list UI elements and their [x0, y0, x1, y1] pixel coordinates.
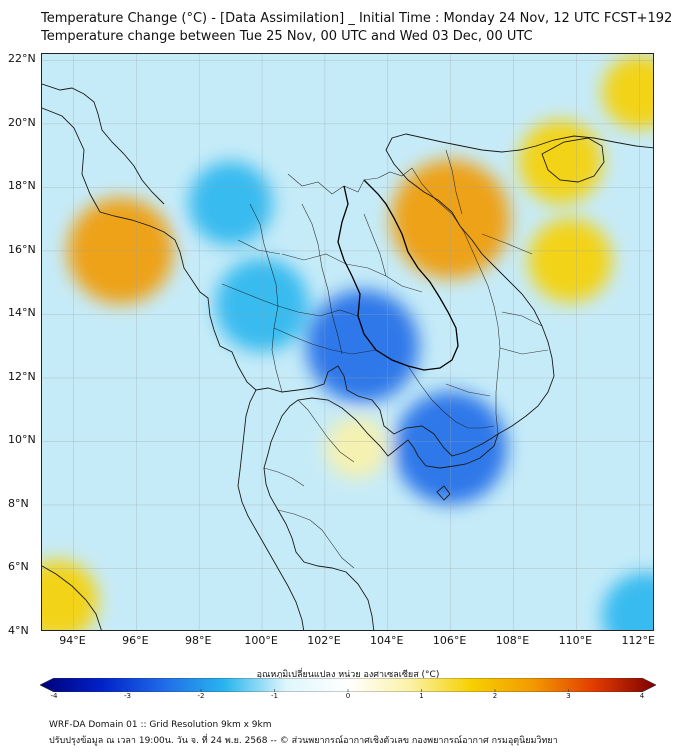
- warm-anomaly-2: [518, 119, 603, 204]
- longitude-label: 100°E: [244, 634, 278, 647]
- colorbar-tick-label: 3: [566, 692, 571, 700]
- longitude-label: 106°E: [432, 634, 467, 647]
- bay-of-bengal-coastline: [42, 83, 165, 205]
- colorbar-tick-label: 4: [639, 692, 645, 700]
- latitude-label: 16°N: [8, 242, 36, 256]
- temperature-change-map: [41, 53, 654, 631]
- warm-anomaly-3: [528, 218, 613, 303]
- warm-anomaly-4: [42, 559, 99, 630]
- island-coastline: [436, 485, 451, 501]
- map-subtitle: Temperature change between Tue 25 Nov, 0…: [41, 29, 533, 44]
- colorbar-title: อุณหภูมิเปลี่ยนแปลง หน่วย องศาเซลเซียส (…: [256, 670, 440, 680]
- longitude-label: 110°E: [558, 634, 593, 647]
- warm-anomaly-6: [325, 417, 388, 479]
- latitude-label: 8°N: [8, 496, 29, 510]
- vietnam-coastline: [385, 133, 653, 435]
- thailand-border-emphasis: [337, 179, 459, 371]
- hainan-coastline: [541, 137, 605, 183]
- colorbar-tick-label: -3: [124, 692, 131, 700]
- colorbar-tick-label: 1: [419, 692, 424, 700]
- colorbar-tick-label: 2: [492, 692, 498, 700]
- longitude-label: 96°E: [122, 634, 149, 647]
- colorbar-gradient: [40, 678, 656, 692]
- longitude-label: 102°E: [307, 634, 341, 647]
- credit-line: ปรับปรุงข้อมูล ณ เวลา 19:00น. วัน จ. ที่…: [49, 736, 558, 746]
- colorbar-tick-label: -4: [50, 692, 58, 700]
- warm-anomaly-5: [602, 54, 653, 130]
- sumatra-coastline: [42, 565, 102, 630]
- longitude-label: 94°E: [59, 634, 86, 647]
- map-canvas: [42, 54, 653, 630]
- colorbar-tick-label: -1: [271, 692, 278, 700]
- latitude-label: 4°N: [8, 624, 29, 637]
- longitude-label: 112°E: [621, 634, 656, 647]
- latitude-label: 14°N: [8, 306, 36, 320]
- model-info: WRF-DA Domain 01 :: Grid Resolution 9km …: [49, 720, 272, 730]
- peninsula-west-coastline: [237, 389, 305, 630]
- latitude-label: 22°N: [8, 52, 36, 66]
- colorbar-tick-label: 0: [345, 692, 351, 700]
- latitude-label: 10°N: [8, 433, 36, 447]
- latitude-label: 20°N: [8, 115, 36, 129]
- longitude-label: 98°E: [184, 634, 212, 647]
- latitude-label: 6°N: [8, 560, 29, 574]
- cold-anomaly-7: [306, 289, 420, 403]
- colorbar: [40, 678, 656, 692]
- cold-anomaly-11: [601, 572, 653, 630]
- cold-anomaly-10: [188, 161, 273, 246]
- map-title: Temperature Change (°C) - [Data Assimila…: [41, 11, 673, 26]
- longitude-label: 104°E: [370, 634, 404, 647]
- latitude-label: 18°N: [8, 179, 36, 193]
- longitude-label: 108°E: [495, 634, 530, 647]
- colorbar-tick-label: -2: [197, 692, 205, 700]
- latitude-label: 12°N: [8, 369, 36, 383]
